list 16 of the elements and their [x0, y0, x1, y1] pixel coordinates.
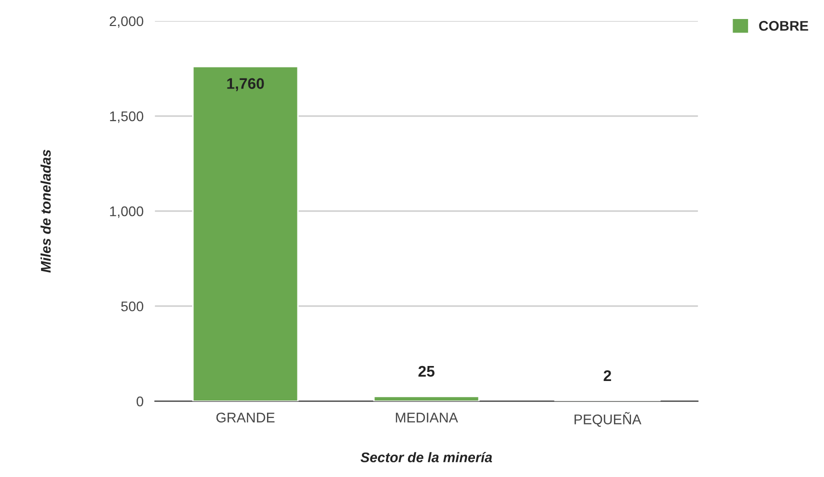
y-tick-label: 500 [121, 301, 144, 312]
y-tick-label: 2,000 [110, 16, 144, 28]
x-tick-label: PEQUEÑA [574, 412, 642, 427]
data-label: 25 [418, 366, 434, 377]
y-tick-label: 0 [136, 396, 144, 406]
data-label: 1,760 [227, 78, 264, 92]
bar [192, 66, 299, 402]
x-axis-title: Sector de la minería [360, 452, 492, 462]
legend-label: COBRE [759, 20, 808, 31]
data-label: 2 [604, 370, 612, 381]
y-tick-label: 1,500 [110, 111, 144, 123]
x-tick-label: GRANDE [216, 412, 275, 422]
bar [373, 396, 480, 402]
y-axis-title: Miles de toneladas [40, 150, 51, 273]
y-tick-label: 1,000 [110, 206, 144, 218]
x-tick-label: MEDIANA [396, 412, 458, 422]
